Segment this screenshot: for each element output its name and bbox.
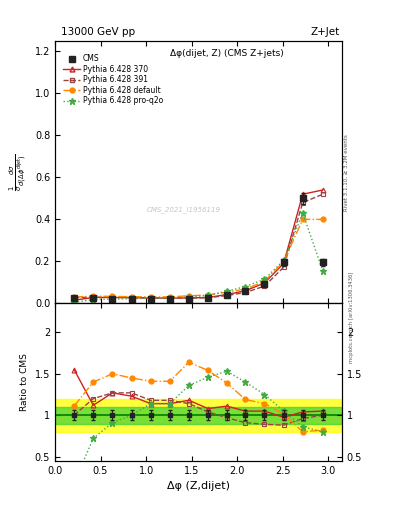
Bar	[55, 407, 342, 423]
Text: mcplots.cern.ch [arXiv:1306.3436]: mcplots.cern.ch [arXiv:1306.3436]	[349, 272, 354, 363]
Text: CMS_2021_I1956119: CMS_2021_I1956119	[147, 206, 221, 214]
Text: Z+Jet: Z+Jet	[311, 27, 340, 37]
Y-axis label: Ratio to CMS: Ratio to CMS	[20, 353, 29, 411]
Bar	[55, 399, 342, 432]
Y-axis label: $\frac{1}{\sigma}\frac{d\sigma}{d(\Delta\phi^{\mathrm{dijet}})}$: $\frac{1}{\sigma}\frac{d\sigma}{d(\Delta…	[8, 153, 29, 191]
Text: 13000 GeV pp: 13000 GeV pp	[61, 27, 135, 37]
Text: Δφ(dijet, Z) (CMS Z+jets): Δφ(dijet, Z) (CMS Z+jets)	[170, 49, 284, 58]
X-axis label: Δφ (Z,dijet): Δφ (Z,dijet)	[167, 481, 230, 491]
Legend: CMS, Pythia 6.428 370, Pythia 6.428 391, Pythia 6.428 default, Pythia 6.428 pro-: CMS, Pythia 6.428 370, Pythia 6.428 391,…	[62, 53, 165, 107]
Y-axis label: Rivet 3.1.10, ≥ 3.2M events: Rivet 3.1.10, ≥ 3.2M events	[343, 134, 348, 210]
